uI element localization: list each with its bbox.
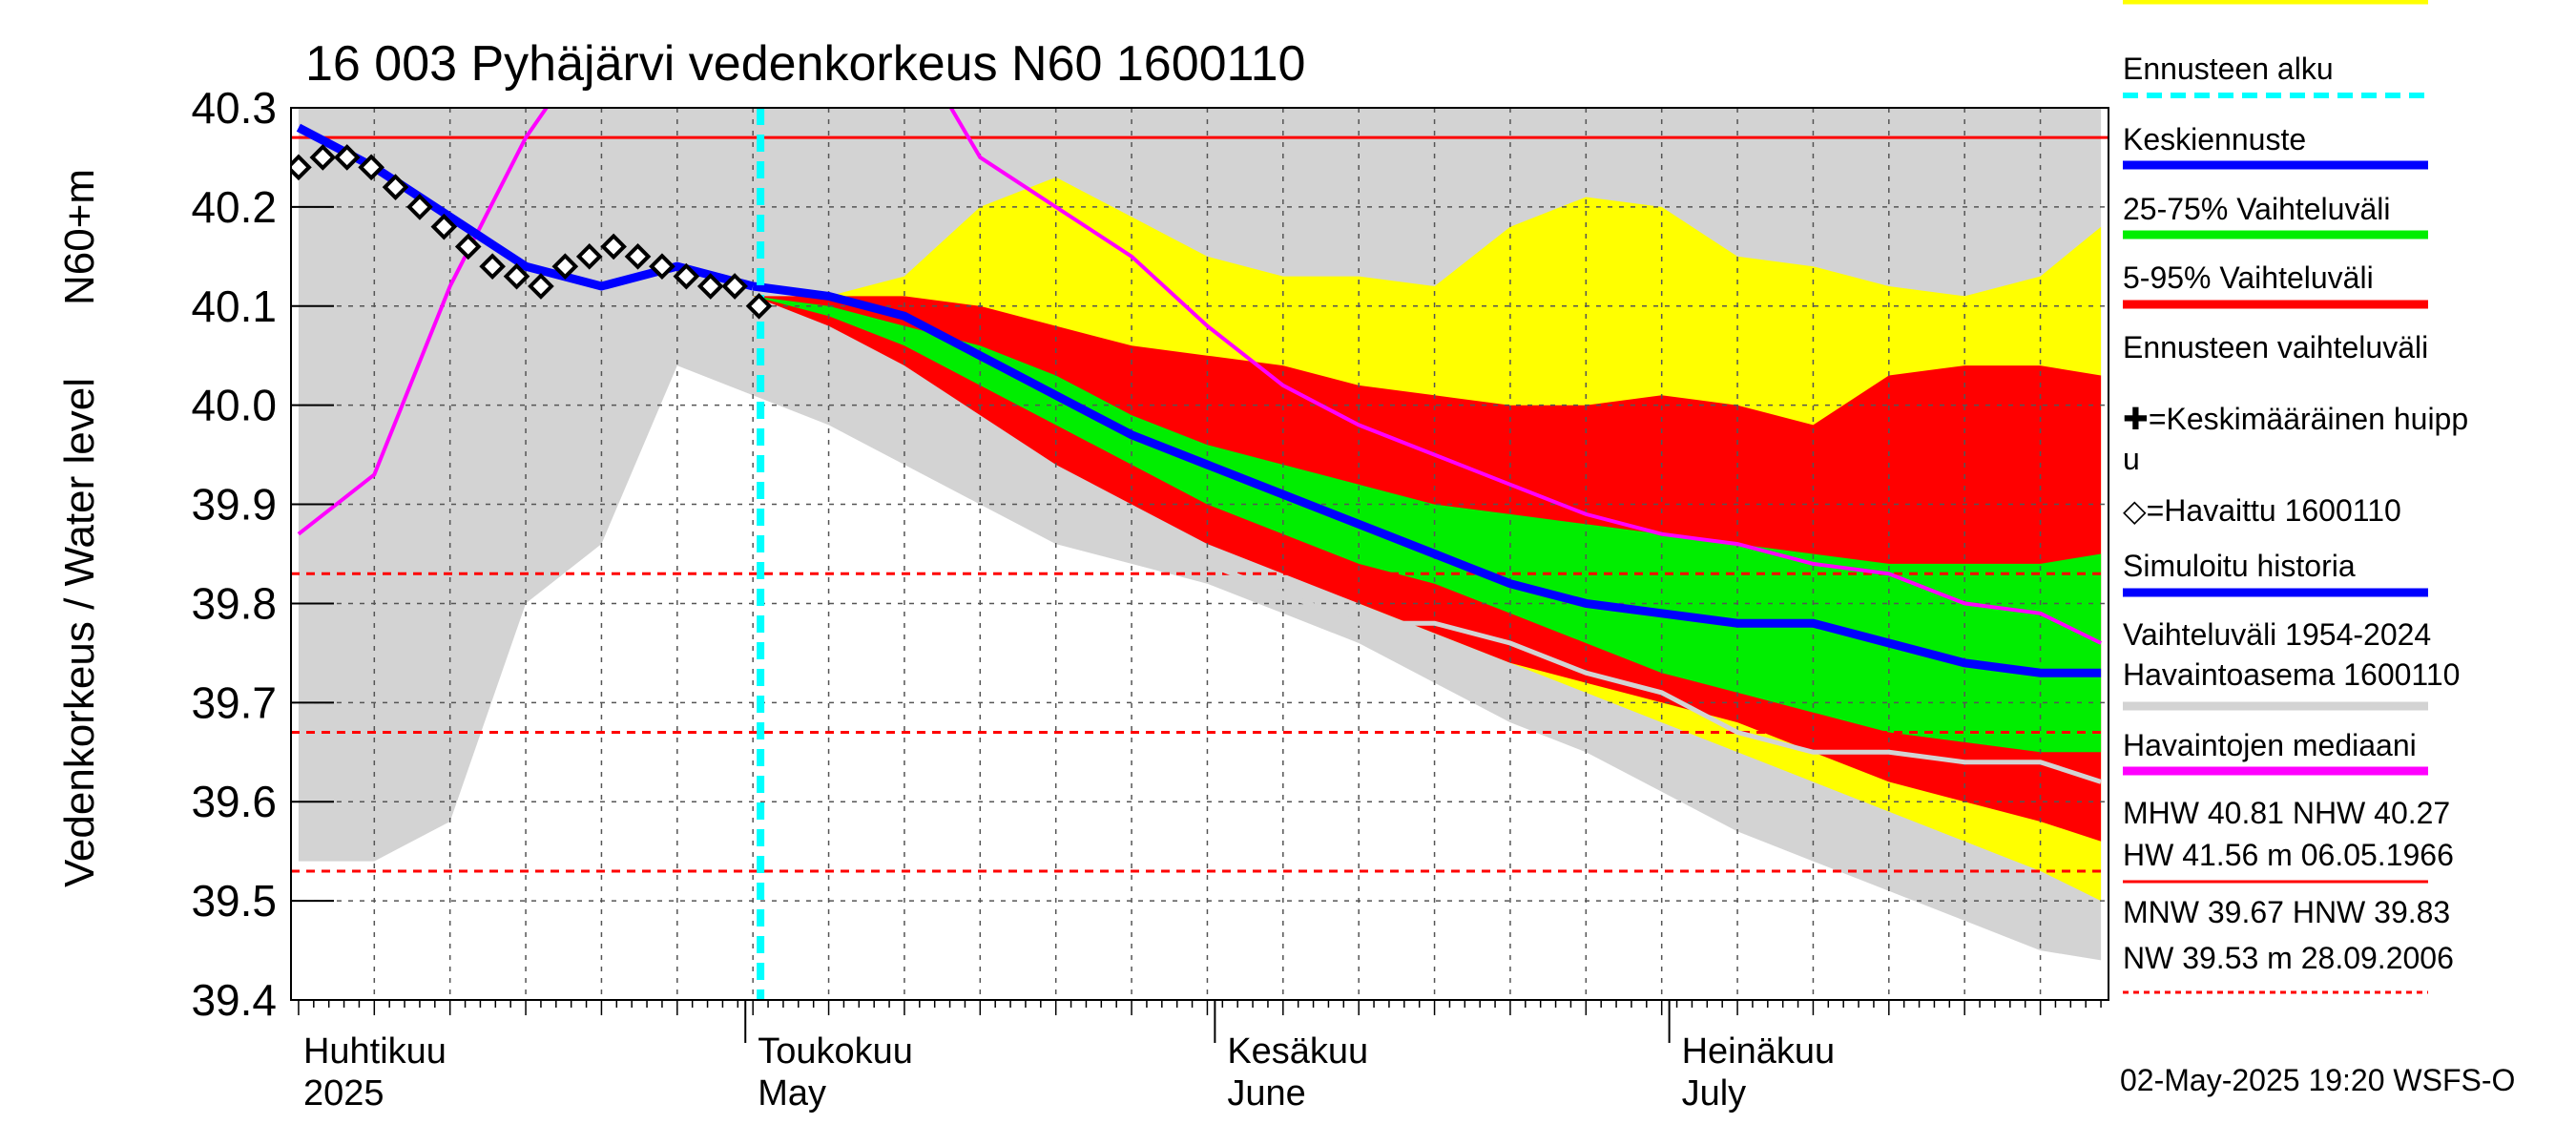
legend-item-ennusteen-vaihteluv-li: Ennusteen vaihteluväli [2123, 0, 2428, 364]
observed-point [479, 253, 506, 281]
observed-point [382, 174, 409, 200]
legend-item-keskiennuste: Keskiennuste [2123, 122, 2428, 170]
y-axis-label: Vedenkorkeus / Water level [56, 378, 103, 887]
observed-point [430, 213, 458, 240]
legend-label: MHW 40.81 NHW 40.27 [2123, 796, 2450, 830]
legend-label: Keskiennuste [2123, 122, 2306, 156]
month-label-fi: Kesäkuu [1227, 1031, 1368, 1072]
legend-label: 5-95% Vaihteluväli [2123, 260, 2374, 295]
observed-point [528, 273, 554, 300]
y-tick-label: 39.7 [191, 677, 277, 727]
y-tick-label: 39.9 [191, 480, 277, 530]
observed-point [575, 243, 603, 270]
observed-point [503, 262, 530, 290]
legend-item-vaihteluv-li-1954-2024: Vaihteluväli 1954-2024 Havaintoasema 160… [2123, 617, 2460, 711]
legend-item-simuloitu-historia: Simuloitu historia [2123, 549, 2428, 597]
legend-item-25-75-vaihteluv-li: 25-75% Vaihteluväli [2123, 192, 2428, 239]
y-tick-label: 40.2 [191, 182, 277, 232]
legend-label: Havaintojen mediaani [2123, 728, 2417, 762]
y-tick-label: 39.6 [191, 777, 277, 826]
chart-title: 16 003 Pyhäjärvi vedenkorkeus N60 160011… [305, 36, 1305, 92]
observed-point [309, 144, 337, 171]
month-label-fi: Toukokuu [758, 1031, 913, 1072]
y-tick-label: 39.4 [191, 975, 277, 1025]
station-range-line [1206, 561, 2102, 784]
grid-lines [291, 108, 2109, 1000]
y-axis-unit: N60+m [56, 169, 103, 305]
legend-label: Ennusteen alku [2123, 52, 2334, 86]
observed-point [454, 233, 482, 260]
observed-points [291, 144, 773, 320]
month-label-en: 2025 [303, 1073, 384, 1114]
month-label-en: May [758, 1073, 826, 1114]
legend-label: MNW 39.67 HNW 39.83 [2123, 895, 2450, 929]
legend-label-line2: Havaintoasema 1600110 [2123, 657, 2460, 692]
legend-item-mhw-40-81-nhw-40-27: MHW 40.81 NHW 40.27 HW 41.56 m 06.05.1966 [2123, 796, 2454, 884]
y-tick-label: 40.3 [191, 83, 277, 133]
observed-point [721, 273, 748, 300]
mean-forecast-line [752, 281, 2102, 677]
legend-label: ◇=Havaittu 1600110 [2123, 493, 2401, 528]
observed-point [600, 233, 627, 260]
timestamp: 02-May-2025 19:20 WSFS-O [2120, 1063, 2515, 1097]
observation-median-line [297, 108, 2102, 645]
observed-point [358, 154, 384, 181]
observed-point [406, 194, 433, 220]
month-label-fi: Huhtikuu [303, 1031, 447, 1072]
observed-point [551, 253, 579, 281]
observed-point [624, 243, 652, 270]
observed-point [673, 262, 700, 290]
legend-item-havaittu-1600110: ◇=Havaittu 1600110 [2123, 493, 2401, 528]
legend-label: Vaihteluväli 1954-2024 [2123, 617, 2431, 652]
legend-label: ✚=Keskimääräinen huipp [2123, 402, 2468, 436]
legend-item-keskim-r-inen-huipp: ✚=Keskimääräinen huipp u [2123, 402, 2468, 476]
y-axis: 39.4 39.5 39.6 39.7 39.8 39.9 40.0 40.1 40.2 40.3 [191, 83, 334, 1025]
y-tick-label: 39.8 [191, 578, 277, 628]
legend: Ennusteen alku Keskiennuste 25-75% Vaihtel… [2123, 0, 2468, 994]
month-label-en: July [1682, 1073, 1747, 1114]
month-label-fi: Heinäkuu [1682, 1031, 1836, 1072]
observed-point [333, 144, 361, 171]
legend-label-line2: NW 39.53 m 28.09.2006 [2123, 941, 2454, 975]
plot-area [291, 108, 2109, 1000]
legend-label-line2: u [2123, 442, 2140, 476]
legend-label-line2: HW 41.56 m 06.05.1966 [2123, 838, 2454, 872]
month-label-en: June [1227, 1073, 1305, 1114]
y-tick-label: 40.0 [191, 381, 277, 430]
observed-point [696, 273, 724, 300]
reference-lines [291, 135, 2109, 873]
legend-item-havaintojen-mediaani: Havaintojen mediaani [2123, 728, 2428, 776]
legend-label: 25-75% Vaihteluväli [2123, 192, 2390, 226]
legend-label: Ennusteen vaihteluväli [2123, 330, 2428, 364]
y-tick-label: 39.5 [191, 876, 277, 926]
observed-point [745, 292, 773, 320]
legend-item-mnw-39-67-hnw-39-83: MNW 39.67 HNW 39.83 NW 39.53 m 28.09.2006 [2123, 895, 2454, 994]
p25-75-band [693, 108, 2102, 753]
legend-item-5-95-vaihteluv-li: 5-95% Vaihteluväli [2123, 260, 2428, 309]
observed-point [649, 253, 675, 281]
legend-item-ennusteen-alku: Ennusteen alku [2123, 52, 2428, 98]
legend-label: Simuloitu historia [2123, 549, 2356, 583]
y-tick-label: 40.1 [191, 281, 277, 331]
plot-frame [290, 107, 2109, 1001]
